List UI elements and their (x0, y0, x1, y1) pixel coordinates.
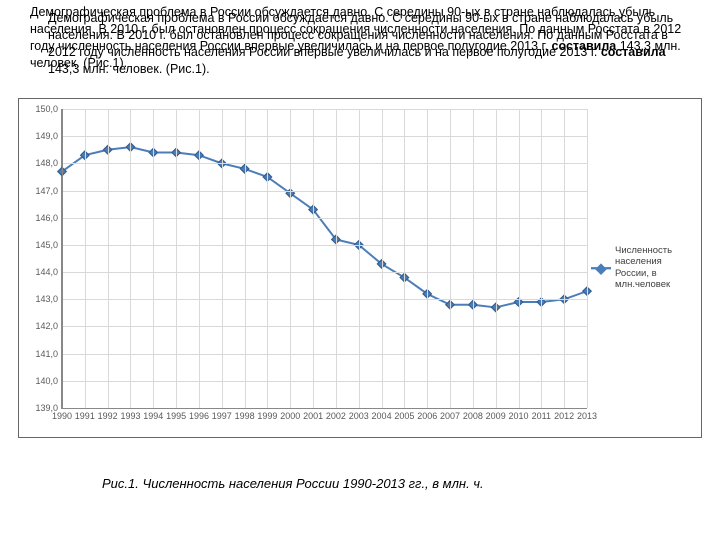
x-tick: 1992 (98, 408, 118, 421)
x-tick: 2001 (303, 408, 323, 421)
x-tick: 2007 (440, 408, 460, 421)
x-tick: 2004 (372, 408, 392, 421)
x-tick: 2012 (554, 408, 574, 421)
y-tick: 149,0 (35, 131, 62, 141)
y-tick: 148,0 (35, 158, 62, 168)
legend: Численность населения России, в млн.чело… (591, 245, 695, 291)
line-chart: 139,0140,0141,0142,0143,0144,0145,0146,0… (18, 98, 702, 438)
x-tick: 1996 (189, 408, 209, 421)
intro2-text-a: Демографическая проблема в России обсужд… (48, 11, 673, 59)
intro-paragraph-2: Демографическая проблема в России обсужд… (48, 10, 682, 78)
y-tick: 145,0 (35, 240, 62, 250)
plot-area: 139,0140,0141,0142,0143,0144,0145,0146,0… (61, 109, 587, 409)
x-tick: 2000 (280, 408, 300, 421)
x-tick: 2003 (349, 408, 369, 421)
figure-caption: Рис.1. Численность населения России 1990… (102, 476, 502, 493)
x-tick: 1998 (235, 408, 255, 421)
legend-label: Численность населения России, в млн.чело… (615, 245, 695, 291)
y-tick: 146,0 (35, 213, 62, 223)
x-tick: 2009 (486, 408, 506, 421)
y-tick: 143,0 (35, 294, 62, 304)
y-tick: 147,0 (35, 186, 62, 196)
x-tick: 1993 (120, 408, 140, 421)
x-tick: 1995 (166, 408, 186, 421)
legend-swatch (591, 267, 611, 269)
x-tick: 1990 (52, 408, 72, 421)
x-tick: 2008 (463, 408, 483, 421)
y-tick: 140,0 (35, 376, 62, 386)
x-tick: 1991 (75, 408, 95, 421)
x-tick: 2006 (417, 408, 437, 421)
intro2-bold: составила (601, 45, 666, 59)
x-tick: 2002 (326, 408, 346, 421)
y-tick: 150,0 (35, 104, 62, 114)
x-tick: 1997 (212, 408, 232, 421)
x-tick: 2013 (577, 408, 597, 421)
intro2-text-b: 143,3 млн. человек. (Рис.1). (48, 62, 210, 76)
chart-svg (62, 109, 587, 408)
x-tick: 2011 (532, 408, 551, 421)
x-tick: 2005 (394, 408, 414, 421)
y-tick: 142,0 (35, 321, 62, 331)
x-tick: 1999 (257, 408, 277, 421)
y-tick: 141,0 (35, 349, 62, 359)
x-tick: 2010 (509, 408, 529, 421)
x-tick: 1994 (143, 408, 163, 421)
y-tick: 144,0 (35, 267, 62, 277)
